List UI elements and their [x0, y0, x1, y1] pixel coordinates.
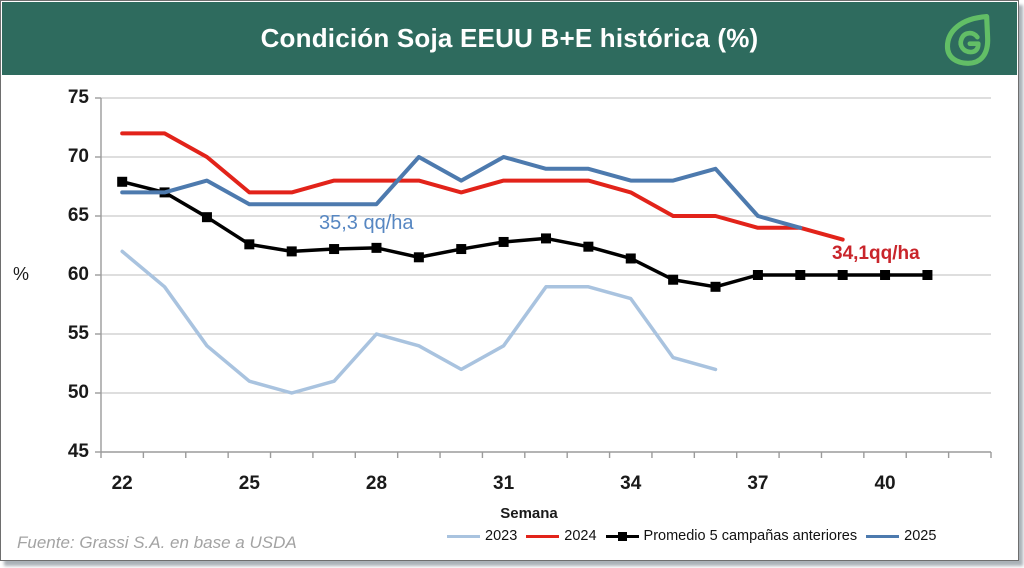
series-line-Promedio 5 campañas anteriores — [120, 180, 930, 289]
annotation-2024-yield: 34,1qq/ha — [832, 243, 920, 264]
x-tick-label: 31 — [493, 473, 515, 494]
legend-item-2024: 2024 — [526, 528, 597, 544]
legend-swatch-2024-icon — [526, 532, 560, 541]
y-tick-label: 50 — [67, 382, 89, 403]
series-marker — [837, 270, 848, 280]
page-title: Condición Soja EEUU B+E histórica (%) — [260, 23, 759, 53]
series-marker — [244, 239, 255, 250]
chart-legend: 2023 2024 Promedio 5 campañas anteriores… — [447, 528, 936, 544]
x-axis-title: Semana — [500, 505, 558, 522]
series-marker — [456, 244, 467, 255]
series-marker — [880, 270, 891, 280]
legend-label: 2025 — [904, 528, 937, 544]
legend-label: Promedio 5 campañas anteriores — [643, 528, 858, 544]
series-marker — [625, 253, 636, 264]
series-marker — [117, 176, 128, 187]
series-marker — [413, 252, 424, 263]
series-marker — [752, 270, 763, 280]
legend-swatch-promedio-icon — [605, 531, 639, 541]
series-marker — [710, 281, 721, 292]
x-tick-label: 22 — [111, 473, 133, 494]
y-tick-label: 55 — [67, 323, 89, 344]
series-line-2023 — [120, 249, 718, 395]
legend-item-2025: 2025 — [866, 528, 936, 544]
grassi-leaf-logo-icon — [944, 14, 991, 66]
x-tick-label: 34 — [620, 473, 642, 494]
y-tick-label: 45 — [67, 441, 89, 462]
legend-label: 2023 — [485, 528, 518, 544]
series-line-2025 — [120, 155, 803, 230]
chart-header: Condición Soja EEUU B+E histórica (%) — [2, 2, 1017, 75]
series-marker — [583, 241, 594, 252]
annotation-2023-yield: 35,3 qq/ha — [319, 212, 414, 234]
y-axis-title: % — [13, 264, 30, 284]
source-note: Fuente: Grassi S.A. en base a USDA — [17, 533, 297, 552]
legend-swatch-2025-icon — [866, 532, 900, 541]
legend-label: 2024 — [564, 528, 597, 544]
chart-canvas — [95, 97, 992, 458]
series-marker — [541, 233, 551, 244]
series-marker — [201, 212, 212, 223]
series-marker — [286, 246, 297, 257]
series-marker — [329, 244, 340, 255]
series-marker — [498, 236, 509, 247]
y-tick-label: 70 — [67, 146, 89, 167]
x-tick-label: 25 — [238, 473, 260, 494]
y-tick-label: 65 — [67, 205, 89, 226]
legend-item-promedio: Promedio 5 campañas anteriores — [605, 528, 858, 544]
x-tick-label: 37 — [747, 473, 769, 494]
y-tick-label: 75 — [67, 87, 89, 108]
series-marker — [922, 270, 933, 280]
legend-item-2023: 2023 — [447, 528, 517, 544]
x-tick-label: 28 — [365, 473, 388, 494]
x-tick-label: 40 — [874, 473, 896, 494]
series-marker — [795, 270, 806, 280]
series-marker — [668, 274, 679, 285]
series-line-2024 — [120, 131, 845, 242]
legend-swatch-2023-icon — [447, 532, 480, 541]
y-tick-label: 60 — [67, 264, 89, 285]
series-marker — [371, 242, 382, 253]
